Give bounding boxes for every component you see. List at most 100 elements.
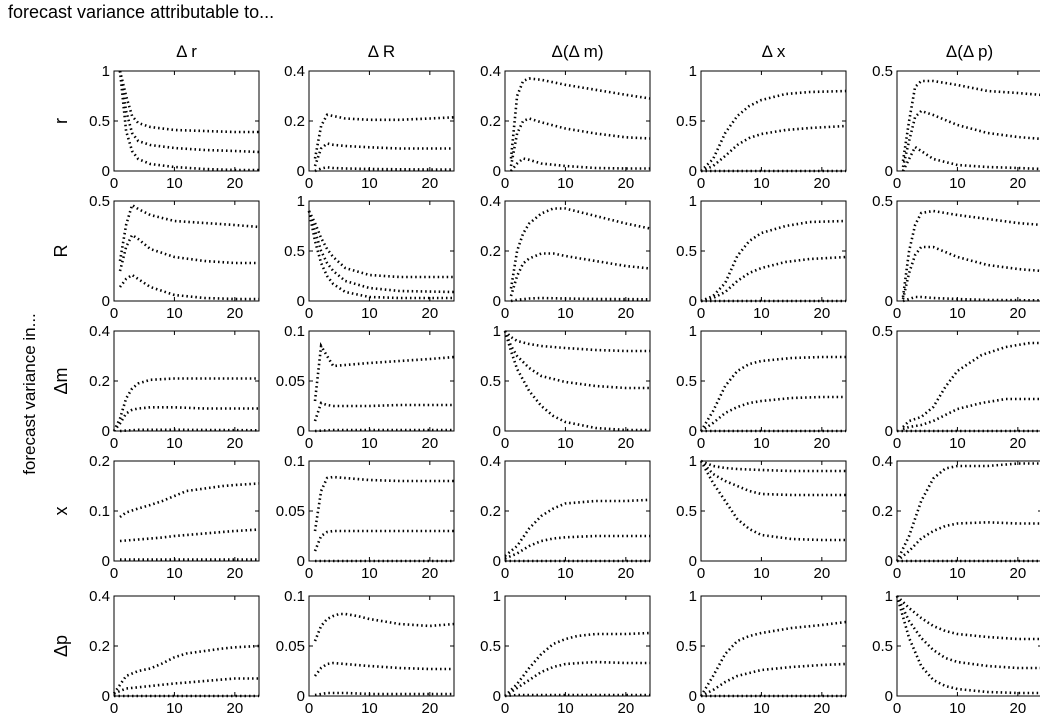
- x-tick-label: 0: [893, 175, 901, 192]
- row-label: R: [51, 245, 71, 258]
- column-label: Δ R: [368, 42, 395, 61]
- series-line: [700, 124, 847, 173]
- series-line: [901, 145, 1040, 172]
- series-line: [118, 233, 259, 272]
- panel-axes: [700, 460, 847, 562]
- y-tick-label: 0.4: [480, 63, 501, 80]
- series-line: [700, 662, 847, 698]
- y-tick-label: 0.2: [480, 243, 501, 260]
- y-tick-label: 1: [102, 63, 110, 80]
- series-line: [901, 209, 1040, 298]
- panel-axes: [504, 70, 651, 172]
- y-tick-label: 1: [297, 193, 305, 210]
- x-tick-label: 20: [617, 435, 634, 452]
- series-line: [504, 534, 650, 560]
- x-tick-label: 10: [753, 175, 770, 192]
- panel-axes: [504, 200, 651, 302]
- y-tick-label: 0.4: [89, 323, 110, 340]
- panel-axes: [308, 200, 455, 302]
- series-line: [118, 202, 260, 262]
- y-tick-label: 0.5: [284, 243, 305, 260]
- series-line: [902, 397, 1040, 431]
- panel-axes: [113, 200, 260, 302]
- x-tick-label: 10: [557, 305, 574, 322]
- y-tick-label: 0: [102, 688, 110, 705]
- y-tick-label: 1: [689, 63, 697, 80]
- x-tick-label: 10: [166, 700, 183, 716]
- series-line: [313, 612, 455, 642]
- x-tick-label: 0: [893, 700, 901, 716]
- y-tick-label: 0.5: [872, 323, 893, 340]
- x-tick-label: 10: [557, 435, 574, 452]
- panel-axes: [113, 70, 260, 172]
- y-tick-label: 0.1: [284, 323, 305, 340]
- panel-axes: [896, 330, 1040, 432]
- panel-axes: [896, 70, 1040, 172]
- x-tick-label: 20: [226, 175, 243, 192]
- y-tick-label: 0: [102, 293, 110, 310]
- y-tick-label: 0: [102, 423, 110, 440]
- series-line: [314, 428, 454, 433]
- series-line: [700, 255, 847, 303]
- x-tick-label: 0: [110, 565, 118, 582]
- series-line: [119, 428, 260, 433]
- series-line: [119, 528, 260, 543]
- column-label: Δ(Δ m): [552, 42, 604, 61]
- series-line: [700, 395, 846, 433]
- y-tick-label: 0: [493, 163, 501, 180]
- x-tick-label: 0: [697, 700, 705, 716]
- panel-axes: [113, 460, 260, 562]
- row-label: Δm: [51, 367, 71, 394]
- series-line: [307, 210, 454, 279]
- series-line: [895, 595, 1040, 695]
- series-line: [504, 660, 650, 698]
- x-tick-label: 10: [557, 565, 574, 582]
- series-line: [700, 460, 846, 497]
- series-line: [896, 595, 1040, 641]
- y-tick-label: 0: [297, 553, 305, 570]
- series-line: [313, 142, 454, 167]
- y-tick-label: 0: [689, 163, 697, 180]
- x-tick-label: 10: [949, 175, 966, 192]
- x-tick-label: 10: [753, 305, 770, 322]
- panel-axes: [504, 330, 651, 432]
- series-line: [307, 210, 454, 300]
- series-line: [313, 113, 455, 159]
- x-tick-label: 20: [813, 700, 830, 716]
- x-tick-label: 20: [1009, 700, 1026, 716]
- x-tick-label: 0: [305, 175, 313, 192]
- x-tick-label: 10: [361, 700, 378, 716]
- series-line: [307, 210, 455, 294]
- series-line: [314, 165, 454, 173]
- y-tick-label: 0: [297, 688, 305, 705]
- y-tick-label: 0.1: [284, 453, 305, 470]
- row-label: x: [51, 507, 71, 516]
- y-tick-label: 0.2: [89, 373, 110, 390]
- y-tick-label: 0: [885, 163, 893, 180]
- x-tick-label: 0: [893, 565, 901, 582]
- row-label: r: [51, 118, 71, 124]
- x-tick-label: 10: [753, 565, 770, 582]
- y-tick-label: 0.5: [89, 193, 110, 210]
- x-tick-label: 0: [697, 565, 705, 582]
- series-line: [901, 109, 1040, 168]
- panel-axes: [113, 595, 260, 697]
- x-tick-label: 0: [110, 175, 118, 192]
- column-label: Δ r: [176, 42, 197, 61]
- series-line: [509, 77, 651, 159]
- series-line: [902, 295, 1040, 303]
- x-tick-label: 10: [166, 175, 183, 192]
- y-tick-label: 0: [493, 688, 501, 705]
- y-tick-label: 0: [885, 688, 893, 705]
- series-line: [503, 330, 650, 390]
- x-tick-label: 0: [501, 175, 509, 192]
- series-line: [118, 70, 259, 134]
- y-tick-label: 0: [493, 423, 501, 440]
- series-line: [509, 157, 650, 172]
- x-tick-label: 10: [557, 700, 574, 716]
- x-tick-label: 20: [617, 305, 634, 322]
- series-line: [118, 70, 259, 172]
- y-tick-label: 0.5: [676, 113, 697, 130]
- y-tick-label: 0.5: [480, 373, 501, 390]
- series-line: [118, 273, 259, 301]
